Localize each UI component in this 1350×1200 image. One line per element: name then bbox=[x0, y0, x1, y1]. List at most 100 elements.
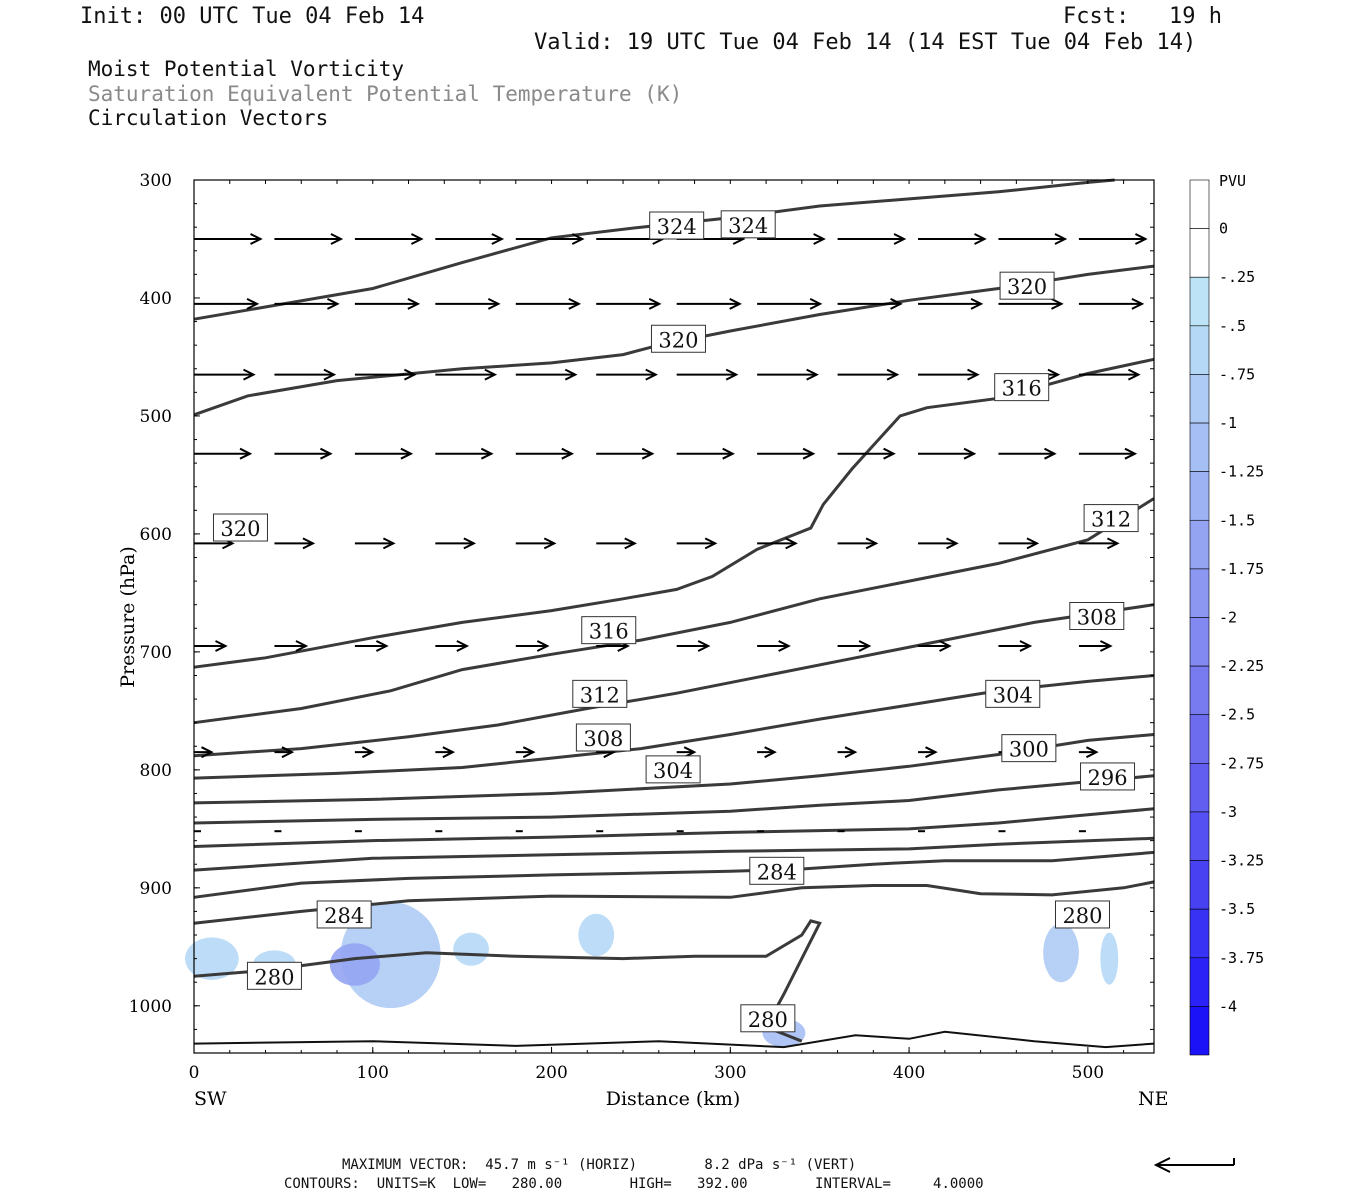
colorbar: PVU 0 -.25 -.5 -.75 -1 -1.25 -1.5 -1.75 -2 -2.25 -2… bbox=[1189, 172, 1264, 1056]
vector-arrowhead bbox=[281, 746, 295, 759]
contour-label: 300 bbox=[1009, 738, 1049, 762]
colorbar-label: -3.75 bbox=[1219, 949, 1264, 967]
contour-label-box bbox=[645, 755, 701, 784]
vector-arrowhead bbox=[239, 447, 253, 460]
vector-arrowhead bbox=[890, 297, 903, 310]
vector-arrowhead bbox=[645, 368, 658, 381]
contour-label-box bbox=[581, 616, 637, 645]
vector-arrowhead bbox=[407, 297, 421, 310]
vector-arrowhead bbox=[1054, 233, 1068, 245]
contour-label-box bbox=[994, 373, 1050, 402]
colorbar-label: -2.5 bbox=[1219, 706, 1255, 724]
contour-label-box bbox=[1054, 900, 1110, 929]
vector-arrowhead bbox=[844, 746, 858, 759]
theta-contour bbox=[193, 774, 1155, 825]
vector-arrowhead bbox=[886, 368, 900, 381]
vector-arrowhead bbox=[722, 447, 735, 460]
vector-arrowhead bbox=[487, 297, 501, 310]
y-tick-label: 700 bbox=[140, 643, 172, 663]
vector-arrowhead bbox=[1106, 537, 1120, 550]
colorbar-swatch bbox=[1189, 568, 1210, 618]
theta-contour bbox=[193, 357, 1155, 669]
theta-contour bbox=[193, 919, 822, 1043]
y-tick-label: 600 bbox=[140, 525, 172, 545]
vector-arrowhead bbox=[536, 640, 550, 652]
colorbar-label: -3.5 bbox=[1219, 900, 1255, 918]
x-tick-label: 400 bbox=[893, 1063, 925, 1083]
contour-label: 320 bbox=[1007, 275, 1047, 299]
colorbar-swatch bbox=[1189, 860, 1210, 910]
vector-arrowhead bbox=[1131, 297, 1145, 310]
vector-arrowhead bbox=[522, 746, 536, 759]
contour-label-box bbox=[1083, 504, 1139, 533]
contour-label: 308 bbox=[583, 727, 623, 751]
colorbar-label: -1 bbox=[1219, 414, 1237, 432]
vector-arrowhead bbox=[806, 368, 819, 381]
colorbar-label: -4 bbox=[1219, 997, 1237, 1015]
contour-label: 324 bbox=[728, 214, 768, 238]
contour-label-box bbox=[1001, 734, 1057, 763]
y-tick-label: 1000 bbox=[129, 997, 172, 1017]
vector-arrowhead bbox=[1085, 746, 1099, 759]
x-left-end-label: SW bbox=[194, 1088, 227, 1110]
vector-arrowhead bbox=[925, 746, 938, 759]
theta-contour bbox=[193, 807, 1155, 848]
colorbar-swatch bbox=[1189, 422, 1210, 472]
colorbar-swatch bbox=[1189, 276, 1210, 327]
vector-arrowhead bbox=[974, 233, 987, 245]
vector-arrowhead bbox=[323, 368, 337, 381]
theta-contour bbox=[193, 178, 1115, 321]
contour-label-box bbox=[985, 679, 1041, 708]
vector-arrowhead bbox=[725, 368, 739, 381]
axes-layer: 0 100 200 300 400 500 300 400 500 600 700 800 900 100… bbox=[129, 171, 1154, 1083]
vector-arrowhead bbox=[1026, 537, 1040, 550]
vector-arrowhead bbox=[809, 297, 823, 310]
vector-arrowhead bbox=[243, 368, 256, 381]
pv-patch bbox=[329, 943, 380, 986]
contour-info-note: CONTOURS: UNITS=K LOW= 280.00 HIGH= 392.… bbox=[284, 1176, 984, 1192]
y-tick-label: 800 bbox=[140, 761, 172, 781]
contour-label-box bbox=[212, 513, 268, 542]
vector-arrowhead bbox=[250, 233, 263, 245]
contour-label-box bbox=[316, 900, 372, 929]
vector-arrowhead bbox=[1051, 297, 1064, 310]
vector-arrowhead bbox=[1044, 447, 1057, 460]
contour-label: 304 bbox=[653, 759, 693, 783]
contour-label-box bbox=[1080, 762, 1136, 791]
contour-label: 284 bbox=[757, 860, 797, 884]
vector-arrowhead bbox=[484, 368, 498, 381]
max-vector-note: MAXIMUM VECTOR: 45.7 m s⁻¹ (HORIZ) 8.2 d… bbox=[342, 1157, 857, 1173]
vector-arrowhead bbox=[883, 447, 896, 460]
pv-patch bbox=[185, 937, 239, 980]
contour-label-layer: 324 324 320 320 316 320 312 316 308 312 304 308 300 3… bbox=[212, 210, 1139, 1033]
colorbar-label: 0 bbox=[1219, 220, 1228, 238]
vector-arrowhead bbox=[939, 640, 952, 652]
contour-label-box bbox=[575, 723, 631, 752]
vector-arrowhead bbox=[319, 447, 333, 460]
colorbar-swatch bbox=[1189, 1006, 1210, 1056]
contour-label: 320 bbox=[220, 517, 260, 541]
vector-arrowhead bbox=[764, 746, 777, 759]
colorbar-label: -.5 bbox=[1219, 317, 1246, 335]
colorbar-label: -3 bbox=[1219, 803, 1237, 821]
contour-label-box bbox=[649, 211, 705, 240]
colorbar-swatch bbox=[1189, 957, 1210, 1007]
vector-arrowhead bbox=[858, 640, 872, 652]
theta-contour bbox=[193, 880, 1155, 925]
contour-label: 280 bbox=[1062, 904, 1102, 928]
vector-arrowhead bbox=[963, 447, 977, 460]
vector-arrowhead bbox=[463, 537, 477, 550]
init-time: Init: 00 UTC Tue 04 Feb 14 bbox=[80, 4, 425, 29]
contour-label-box bbox=[740, 1004, 796, 1033]
vector-arrowhead bbox=[802, 447, 816, 460]
y-tick-label: 300 bbox=[140, 171, 172, 191]
pv-patch bbox=[1043, 923, 1079, 983]
vector-arrowhead bbox=[970, 297, 984, 310]
contour-label: 304 bbox=[993, 683, 1033, 707]
forecast-hour: Fcst: 19 h bbox=[1063, 4, 1222, 29]
colorbar-label: -2 bbox=[1219, 609, 1237, 627]
colorbar-swatch bbox=[1189, 374, 1210, 424]
title-mpv: Moist Potential Vorticity bbox=[88, 57, 405, 81]
vector-arrowhead bbox=[201, 746, 214, 759]
